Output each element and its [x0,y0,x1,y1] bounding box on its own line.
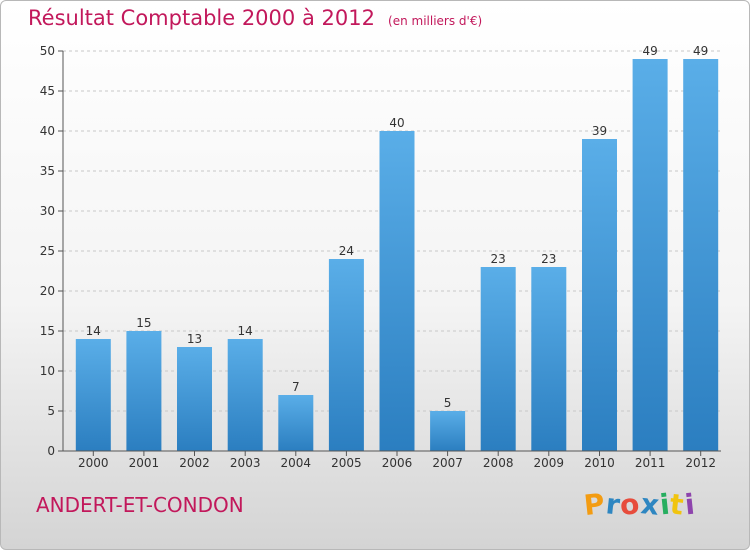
data-label-2010: 39 [592,124,607,138]
commune-name: ANDERT-ET-CONDON [36,493,244,517]
x-tick-label-2002: 2002 [179,456,210,470]
x-tick-label-2004: 2004 [281,456,312,470]
x-tick-label-2011: 2011 [635,456,666,470]
y-tick-label: 35 [40,164,55,178]
labels: 0 5 10 15 20 25 30 35 40 45 50 14 2000 15 2001 13 2002 14… [40,44,716,470]
logo-letter: P [582,486,608,523]
y-tick-label: 10 [40,364,55,378]
x-tick-label-2007: 2007 [432,456,463,470]
x-tick-label-2009: 2009 [534,456,565,470]
data-label-2005: 24 [339,244,354,258]
data-label-2000: 14 [86,324,101,338]
bar-2003 [227,339,263,451]
bar-2001 [126,331,162,451]
bar-2012 [683,59,719,451]
data-label-2012: 49 [693,44,708,58]
y-tick-label: 30 [40,204,55,218]
data-label-2006: 40 [389,116,404,130]
x-tick-label-2012: 2012 [685,456,716,470]
x-tick-label-2001: 2001 [129,456,160,470]
x-tick-label-2010: 2010 [584,456,615,470]
bar-2004 [278,395,314,451]
x-tick-label-2008: 2008 [483,456,514,470]
logo-letter: i [682,487,697,522]
data-label-2009: 23 [541,252,556,266]
bar-2005 [328,259,364,451]
data-label-2007: 5 [444,396,452,410]
y-tick-label: 20 [40,284,55,298]
chart-title: Résultat Comptable 2000 à 2012 [28,6,375,30]
data-label-2011: 49 [642,44,657,58]
y-tick-label: 25 [40,244,55,258]
bar-2009 [531,267,567,451]
x-tick-label-2003: 2003 [230,456,261,470]
y-tick-label: 40 [40,124,55,138]
proxiti-logo: Proxiti [582,486,697,523]
bar-2011 [632,59,668,451]
data-label-2003: 14 [238,324,253,338]
axes [58,50,721,456]
y-tick-label: 45 [40,84,55,98]
title-row: Résultat Comptable 2000 à 2012 (en milli… [28,6,482,30]
y-tick-label: 15 [40,324,55,338]
data-label-2004: 7 [292,380,300,394]
bars [75,59,719,451]
chart-subtitle: (en milliers d'€) [388,14,483,28]
y-tick-label: 5 [47,404,55,418]
data-label-2002: 13 [187,332,202,346]
x-tick-label-2006: 2006 [382,456,413,470]
x-tick-label-2005: 2005 [331,456,362,470]
data-label-2008: 23 [491,252,506,266]
data-label-2001: 15 [136,316,151,330]
bar-2007 [430,411,466,451]
bar-2008 [480,267,516,451]
bar-2006 [379,131,415,451]
x-tick-label-2000: 2000 [78,456,109,470]
bar-2002 [177,347,212,451]
y-tick-label: 0 [47,444,55,458]
bar-2000 [75,339,111,451]
y-tick-label: 50 [40,44,55,58]
bar-2010 [582,139,617,451]
